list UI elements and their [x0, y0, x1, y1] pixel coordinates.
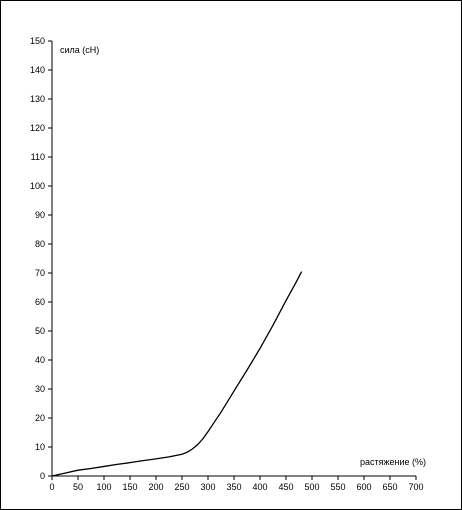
x-tick-label: 550	[330, 482, 345, 492]
y-tick-label: 150	[30, 36, 45, 46]
y-tick-label: 20	[35, 413, 45, 423]
y-tick-label: 110	[31, 152, 45, 162]
x-tick-label: 600	[356, 482, 371, 492]
x-tick-label: 100	[96, 482, 111, 492]
x-tick-label: 250	[174, 482, 189, 492]
x-tick-label: 300	[200, 482, 215, 492]
x-tick-label: 150	[122, 482, 137, 492]
y-tick-label: 70	[35, 268, 45, 278]
y-tick-label: 60	[35, 297, 45, 307]
y-tick-label: 0	[40, 471, 45, 481]
y-tick-label: 130	[30, 94, 45, 104]
y-tick-label: 30	[35, 384, 45, 394]
x-tick-label: 200	[148, 482, 163, 492]
x-tick-label: 50	[73, 482, 83, 492]
x-tick-label: 650	[382, 482, 397, 492]
x-tick-label: 400	[252, 482, 267, 492]
y-tick-label: 80	[35, 239, 45, 249]
y-ticks: 0 10 20 30 40 50 60 70 80 90 100 110 120 130 140 150	[30, 36, 52, 481]
y-tick-label: 120	[30, 123, 45, 133]
y-tick-label: 90	[35, 210, 45, 220]
x-tick-label: 350	[226, 482, 241, 492]
y-tick-label: 40	[35, 355, 45, 365]
x-tick-label: 450	[278, 482, 293, 492]
x-tick-label: 500	[304, 482, 319, 492]
y-tick-label: 100	[30, 181, 45, 191]
y-tick-label: 10	[35, 442, 45, 452]
axes	[51, 41, 416, 477]
x-ticks: 0 50 100 150 200 250 300 350 400 450 500 550 600 650 7…	[49, 476, 424, 492]
y-axis-title: сила (сН)	[60, 45, 99, 55]
series-line	[51, 271, 303, 477]
x-axis-title: растяжение (%)	[360, 457, 426, 467]
y-tick-label: 140	[30, 65, 45, 75]
x-tick-label: 0	[49, 482, 54, 492]
x-tick-label: 700	[408, 482, 423, 492]
y-tick-label: 50	[35, 326, 45, 336]
